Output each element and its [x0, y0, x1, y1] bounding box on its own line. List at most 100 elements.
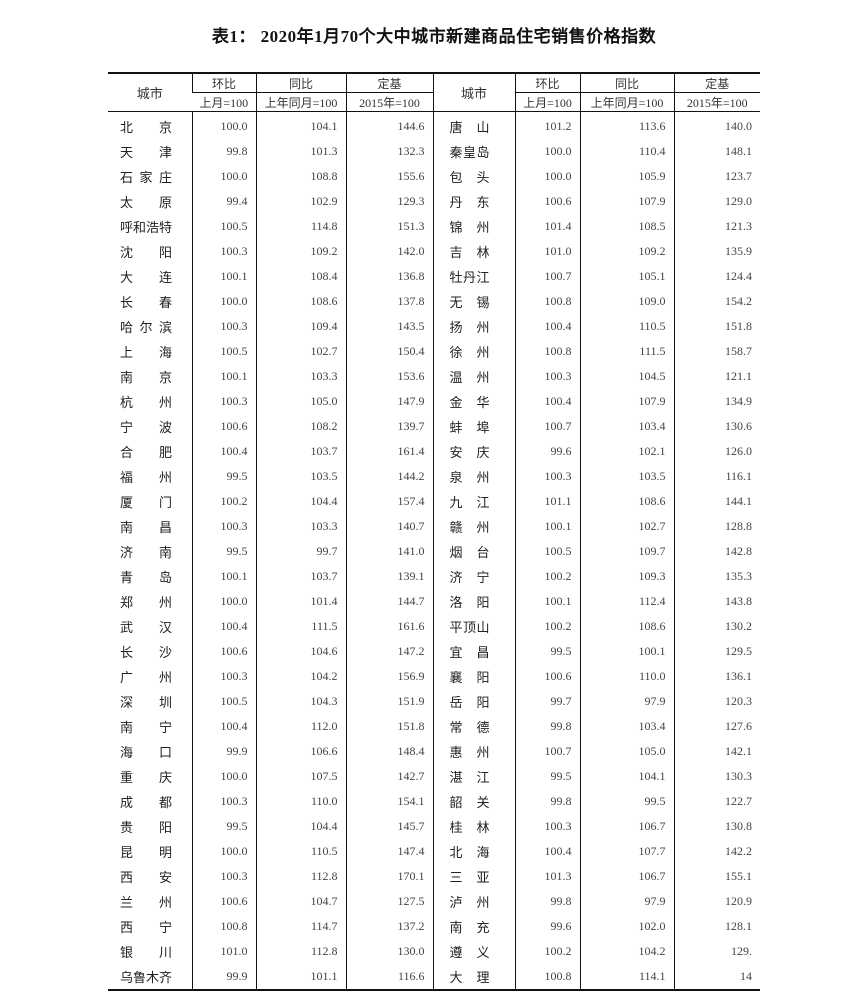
fixed-value-cell: 137.8 [345, 289, 433, 314]
mom-value-cell: 99.8 [514, 714, 580, 739]
city-name: 赣州 [449, 521, 490, 536]
city-name-cell: 北海 [432, 839, 515, 864]
yoy-value-cell: 104.4 [255, 489, 346, 514]
city-name-cell: 洛阳 [432, 589, 515, 614]
table-row: 杭州 100.3 105.0 147.9 金华 100.4 107.9 134.9 [108, 389, 760, 414]
mom-value-cell: 100.0 [514, 139, 580, 164]
yoy-value-cell: 112.8 [255, 939, 346, 964]
yoy-value-cell: 103.3 [255, 514, 346, 539]
table-row: 长春 100.0 108.6 137.8 无锡 100.8 109.0 154.2 [108, 289, 760, 314]
mom-value-cell: 100.6 [191, 414, 256, 439]
mom-value-cell: 100.3 [514, 814, 580, 839]
city-name: 金华 [449, 396, 490, 411]
city-name-cell: 大连 [108, 264, 192, 289]
fixed-value-cell: 123.7 [673, 164, 760, 189]
city-name: 杭州 [120, 396, 172, 411]
fixed-value-cell: 143.5 [345, 314, 433, 339]
yoy-value-cell: 109.2 [579, 239, 674, 264]
fixed-value-cell: 130.2 [673, 614, 760, 639]
fixed-value-cell: 129.5 [673, 639, 760, 664]
yoy-value-cell: 107.7 [579, 839, 674, 864]
fixed-value-cell: 116.6 [345, 964, 433, 990]
city-name-cell: 惠州 [432, 739, 515, 764]
fixed-value-cell: 150.4 [345, 339, 433, 364]
table-row: 西宁 100.8 114.7 137.2 南充 99.6 102.0 128.1 [108, 914, 760, 939]
city-name-cell: 郑州 [108, 589, 192, 614]
mom-value-cell: 100.0 [514, 164, 580, 189]
city-name-cell: 泸州 [432, 889, 515, 914]
city-name-cell: 深圳 [108, 689, 192, 714]
city-name-cell: 贵阳 [108, 814, 192, 839]
fixed-value-cell: 142.1 [673, 739, 760, 764]
fixed-value-cell: 142.0 [345, 239, 433, 264]
mom-value-cell: 99.5 [191, 464, 256, 489]
yoy-value-cell: 101.4 [255, 589, 346, 614]
city-name-cell: 温州 [432, 364, 515, 389]
city-name-cell: 安庆 [432, 439, 515, 464]
yoy-value-cell: 104.6 [255, 639, 346, 664]
yoy-value-cell: 101.3 [255, 139, 346, 164]
fixed-value-cell: 151.8 [673, 314, 760, 339]
city-name: 南宁 [120, 721, 172, 736]
city-name: 锦州 [449, 221, 490, 236]
mom-value-cell: 100.4 [514, 314, 580, 339]
yoy-value-cell: 99.7 [255, 539, 346, 564]
city-name: 平顶山 [449, 621, 490, 636]
fixed-value-cell: 142.8 [673, 539, 760, 564]
table-row: 呼和浩特 100.5 114.8 151.3 锦州 101.4 108.5 121.3 [108, 214, 760, 239]
fixed-value-cell: 151.8 [345, 714, 433, 739]
city-name-cell: 烟台 [432, 539, 515, 564]
fixed-value-cell: 134.9 [673, 389, 760, 414]
mom-value-cell: 100.3 [191, 664, 256, 689]
mom-value-cell: 99.9 [191, 739, 256, 764]
fixed-value-cell: 129. [673, 939, 760, 964]
city-name: 银川 [120, 946, 172, 961]
yoy-value-cell: 101.1 [255, 964, 346, 990]
yoy-value-cell: 109.0 [579, 289, 674, 314]
yoy-value-cell: 110.5 [255, 839, 346, 864]
yoy-value-cell: 110.0 [579, 664, 674, 689]
city-name-cell: 石家庄 [108, 164, 192, 189]
yoy-value-cell: 106.7 [579, 814, 674, 839]
yoy-value-cell: 108.2 [255, 414, 346, 439]
mom-value-cell: 101.1 [514, 489, 580, 514]
city-name-cell: 乌鲁木齐 [108, 964, 192, 990]
fixed-value-cell: 129.3 [345, 189, 433, 214]
table-row: 重庆 100.0 107.5 142.7 湛江 99.5 104.1 130.3 [108, 764, 760, 789]
city-name: 大连 [120, 271, 172, 286]
mom-value-cell: 101.0 [514, 239, 580, 264]
city-name: 唐山 [449, 121, 490, 136]
fixed-value-cell: 128.8 [673, 514, 760, 539]
header-mom-base: 上月=100 [192, 92, 256, 112]
table-row: 厦门 100.2 104.4 157.4 九江 101.1 108.6 144.1 [108, 489, 760, 514]
city-name-cell: 长沙 [108, 639, 192, 664]
fixed-value-cell: 147.9 [345, 389, 433, 414]
mom-value-cell: 99.5 [514, 764, 580, 789]
mom-value-cell: 100.2 [514, 564, 580, 589]
city-name: 徐州 [449, 346, 490, 361]
yoy-value-cell: 105.0 [579, 739, 674, 764]
fixed-value-cell: 147.2 [345, 639, 433, 664]
city-name-cell: 常德 [432, 714, 515, 739]
fixed-value-cell: 127.6 [673, 714, 760, 739]
city-name-cell: 桂林 [432, 814, 515, 839]
table-row: 上海 100.5 102.7 150.4 徐州 100.8 111.5 158.7 [108, 339, 760, 364]
yoy-value-cell: 108.6 [255, 289, 346, 314]
city-name: 岳阳 [449, 696, 490, 711]
city-name-cell: 成都 [108, 789, 192, 814]
fixed-value-cell: 116.1 [673, 464, 760, 489]
city-name-cell: 湛江 [432, 764, 515, 789]
table-row: 长沙 100.6 104.6 147.2 宜昌 99.5 100.1 129.5 [108, 639, 760, 664]
mom-value-cell: 100.6 [514, 189, 580, 214]
city-name-cell: 杭州 [108, 389, 192, 414]
city-name: 蚌埠 [449, 421, 490, 436]
table-row: 广州 100.3 104.2 156.9 襄阳 100.6 110.0 136.1 [108, 664, 760, 689]
yoy-value-cell: 103.4 [579, 714, 674, 739]
city-name-cell: 锦州 [432, 214, 515, 239]
yoy-value-cell: 112.4 [579, 589, 674, 614]
mom-value-cell: 100.1 [514, 514, 580, 539]
mom-value-cell: 100.3 [191, 239, 256, 264]
city-name: 北京 [120, 121, 172, 136]
city-name: 宁波 [120, 421, 172, 436]
city-name-cell: 北京 [108, 112, 192, 140]
